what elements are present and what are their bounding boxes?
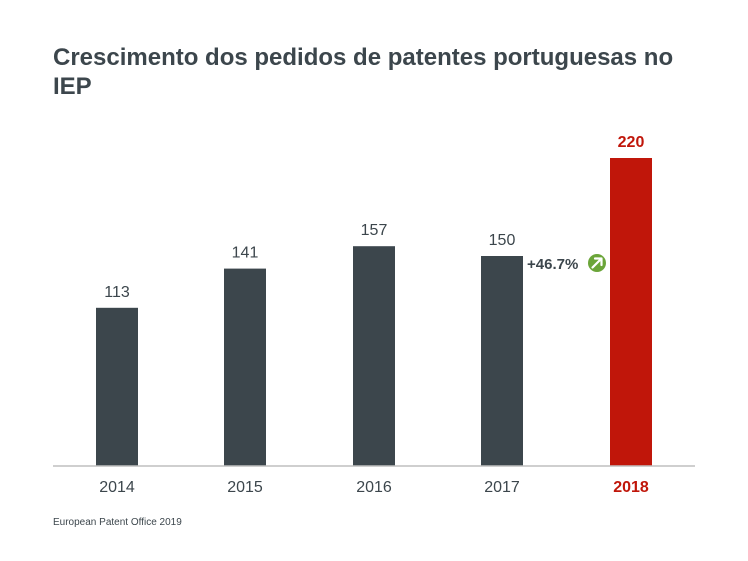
category-label-2015: 2015 (227, 479, 263, 496)
bar-2018 (610, 158, 652, 466)
category-label-2017: 2017 (484, 479, 520, 496)
value-label-2016: 157 (361, 222, 388, 239)
bar-2016 (353, 246, 395, 466)
bar-2015 (224, 268, 266, 466)
value-label-2017: 150 (489, 232, 516, 249)
category-label-2016: 2016 (356, 479, 392, 496)
value-label-2015: 141 (232, 245, 259, 262)
category-label-2014: 2014 (99, 479, 135, 496)
bar-2014 (96, 307, 138, 466)
chart-title: Crescimento dos pedidos de patentes port… (53, 44, 674, 100)
bar-2017 (481, 256, 523, 466)
arrow-up-right-icon (588, 254, 606, 272)
bars-group: 113 2014 141 2015 157 2016 150 2017 220 2018 (96, 134, 652, 496)
value-label-2018: 220 (618, 134, 645, 151)
source-note: European Patent Office 2019 (53, 517, 182, 528)
value-label-2014: 113 (104, 284, 130, 301)
growth-annotation: +46.7% (527, 254, 606, 273)
category-label-2018: 2018 (613, 479, 649, 496)
growth-percent-label: +46.7% (527, 256, 578, 273)
